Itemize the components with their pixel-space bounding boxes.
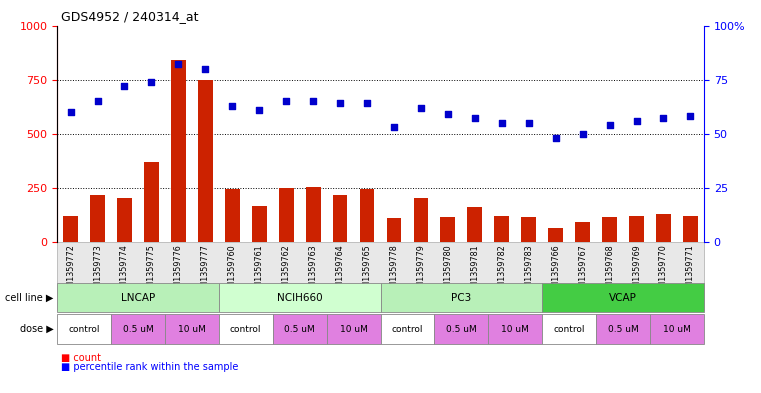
Text: 10 uM: 10 uM [501,325,529,334]
Bar [144,162,159,242]
Point [65,109,77,115]
Text: 10 uM: 10 uM [339,325,368,334]
Text: 0.5 uM: 0.5 uM [285,325,315,334]
Bar [548,228,563,242]
Point [684,113,696,119]
Bar [360,189,374,242]
Point [442,111,454,117]
Text: LNCAP: LNCAP [121,293,155,303]
Text: 0.5 uM: 0.5 uM [446,325,476,334]
Text: control: control [68,325,100,334]
Bar [279,188,294,242]
Point [226,102,238,108]
Text: 10 uM: 10 uM [663,325,691,334]
Text: control: control [230,325,262,334]
Text: cell line ▶: cell line ▶ [5,293,53,303]
Bar [224,189,240,242]
Point [415,105,427,111]
Bar [467,207,482,242]
Point [388,124,400,130]
Bar [495,216,509,242]
Text: GDS4952 / 240314_at: GDS4952 / 240314_at [61,10,199,23]
Bar [413,198,428,242]
Point [630,118,642,124]
Point [199,66,212,72]
Point [549,135,562,141]
Bar [117,198,132,242]
Bar [602,217,617,242]
Point [361,100,373,107]
Point [119,83,131,89]
Text: PC3: PC3 [451,293,472,303]
Text: 0.5 uM: 0.5 uM [123,325,153,334]
Bar [333,195,348,242]
Bar [171,60,186,242]
Point [523,119,535,126]
Text: control: control [392,325,423,334]
Text: NCIH660: NCIH660 [277,293,323,303]
Bar [521,217,537,242]
Bar [90,195,105,242]
Bar [387,218,401,242]
Point [469,115,481,121]
Text: ■ count: ■ count [61,353,101,363]
Point [577,130,589,137]
Point [280,98,292,104]
Bar [441,217,455,242]
Bar [63,216,78,242]
Point [334,100,346,107]
Point [495,119,508,126]
Point [603,122,616,128]
Point [91,98,103,104]
Text: VCAP: VCAP [609,293,637,303]
Bar [198,79,213,242]
Bar [252,206,266,242]
Text: ■ percentile rank within the sample: ■ percentile rank within the sample [61,362,238,373]
Point [658,115,670,121]
Bar [629,216,644,242]
Bar [306,187,320,242]
Point [145,79,158,85]
Bar [683,216,698,242]
Bar [575,222,590,242]
Point [253,107,266,113]
Text: 10 uM: 10 uM [178,325,205,334]
Text: 0.5 uM: 0.5 uM [608,325,638,334]
Point [172,61,184,68]
Text: control: control [553,325,585,334]
Text: dose ▶: dose ▶ [20,324,53,334]
Bar [656,213,671,242]
Point [307,98,319,104]
